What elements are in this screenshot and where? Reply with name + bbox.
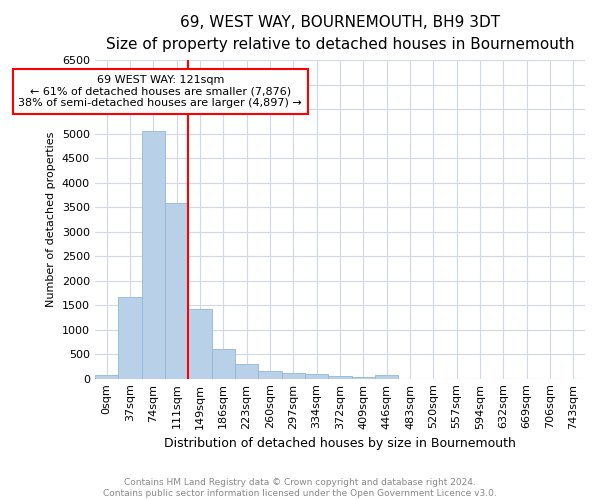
Bar: [281, 373, 305, 378]
Bar: [352, 376, 375, 378]
Bar: [375, 376, 398, 378]
Bar: [305, 374, 328, 378]
Bar: [212, 348, 235, 378]
Y-axis label: Number of detached properties: Number of detached properties: [46, 132, 56, 307]
Bar: [165, 203, 188, 378]
Bar: [235, 364, 258, 378]
Bar: [258, 371, 281, 378]
Bar: [118, 298, 142, 378]
Bar: [95, 375, 118, 378]
Title: 69, WEST WAY, BOURNEMOUTH, BH9 3DT
Size of property relative to detached houses : 69, WEST WAY, BOURNEMOUTH, BH9 3DT Size …: [106, 15, 574, 52]
Text: 69 WEST WAY: 121sqm
← 61% of detached houses are smaller (7,876)
38% of semi-det: 69 WEST WAY: 121sqm ← 61% of detached ho…: [19, 75, 302, 108]
Bar: [142, 131, 165, 378]
Bar: [188, 309, 212, 378]
Bar: [328, 376, 352, 378]
Text: Contains HM Land Registry data © Crown copyright and database right 2024.
Contai: Contains HM Land Registry data © Crown c…: [103, 478, 497, 498]
X-axis label: Distribution of detached houses by size in Bournemouth: Distribution of detached houses by size …: [164, 437, 516, 450]
